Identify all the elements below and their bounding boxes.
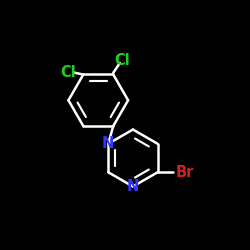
Text: Cl: Cl xyxy=(60,65,76,80)
Text: N: N xyxy=(127,179,139,194)
Text: N: N xyxy=(102,136,115,151)
Text: Cl: Cl xyxy=(114,53,130,68)
Text: Br: Br xyxy=(176,165,194,180)
